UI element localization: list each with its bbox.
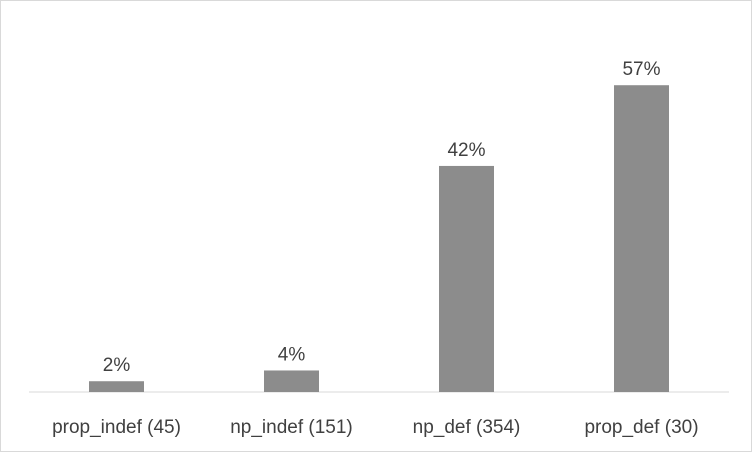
data-label-2: 4% — [278, 344, 306, 365]
bar-1 — [89, 381, 144, 392]
x-tick-label-3: np_def (354) — [413, 417, 521, 438]
bar-3 — [439, 165, 494, 392]
data-label-4: 57% — [622, 59, 660, 80]
data-label-3: 42% — [447, 140, 485, 161]
bar-4 — [614, 85, 669, 393]
data-label-1: 2% — [103, 355, 131, 376]
x-tick-label-1: prop_indef (45) — [52, 417, 181, 438]
bar-2 — [264, 370, 319, 392]
x-tick-label-2: np_indef (151) — [230, 417, 353, 438]
x-tick-label-4: prop_def (30) — [584, 417, 698, 438]
